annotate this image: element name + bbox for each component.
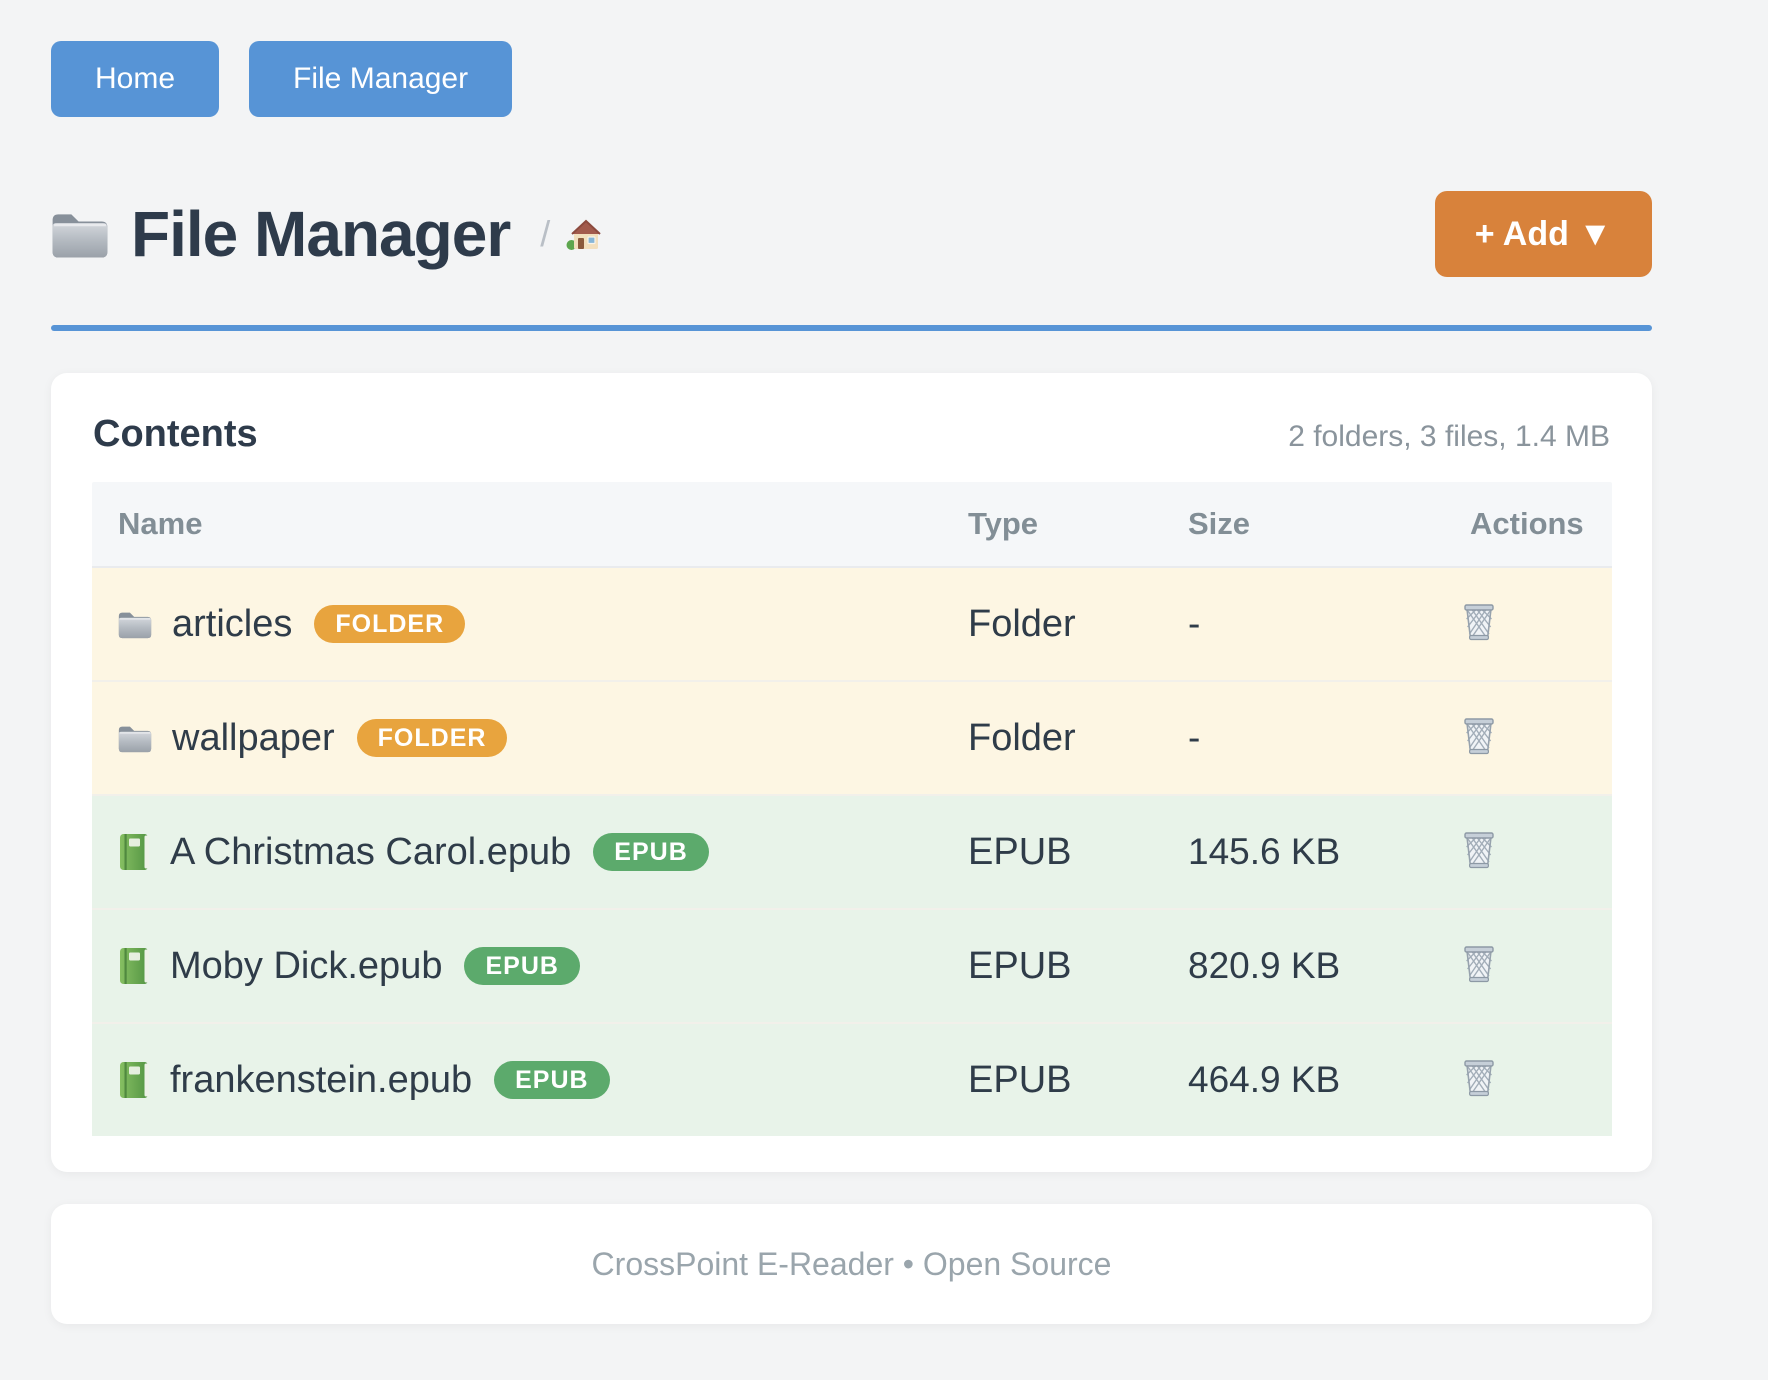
file-size: - xyxy=(1162,567,1444,681)
type-badge: EPUB xyxy=(494,1061,610,1099)
page-title: File Manager xyxy=(131,198,511,270)
table-row[interactable]: Moby Dick.epub EPUB EPUB 820.9 KB xyxy=(92,908,1612,1023)
file-size: 820.9 KB xyxy=(1162,908,1444,1023)
trash-icon xyxy=(1462,1057,1496,1100)
table-row[interactable]: frankenstein.epub EPUB EPUB 464.9 KB xyxy=(92,1022,1612,1136)
table-row[interactable]: wallpaper FOLDER Folder - xyxy=(92,680,1612,795)
trash-icon xyxy=(1462,715,1496,758)
page-header: File Manager / + Add ▼ xyxy=(51,189,1652,279)
column-header-size: Size xyxy=(1162,482,1444,568)
file-type: EPUB xyxy=(942,794,1162,909)
contents-card: Contents 2 folders, 3 files, 1.4 MB Name… xyxy=(51,373,1652,1172)
card-head: Contents 2 folders, 3 files, 1.4 MB xyxy=(92,407,1612,456)
file-table: Name Type Size Actions articles FOLDER F… xyxy=(92,482,1612,1136)
delete-button[interactable] xyxy=(1458,1053,1500,1104)
contents-summary: 2 folders, 3 files, 1.4 MB xyxy=(1288,420,1610,453)
breadcrumb: Home File Manager xyxy=(51,41,1652,117)
title-wrap: File Manager / xyxy=(51,197,602,271)
title-divider xyxy=(51,325,1652,331)
file-size: - xyxy=(1162,680,1444,795)
book-icon xyxy=(118,1061,150,1099)
footer: CrossPoint E-Reader • Open Source xyxy=(51,1204,1652,1324)
file-type: EPUB xyxy=(942,1022,1162,1136)
file-size: 145.6 KB xyxy=(1162,794,1444,909)
trash-icon xyxy=(1462,943,1496,986)
file-name[interactable]: frankenstein.epub xyxy=(170,1058,473,1101)
delete-button[interactable] xyxy=(1458,825,1500,876)
file-name[interactable]: wallpaper xyxy=(172,716,335,759)
folder-icon xyxy=(118,724,152,753)
column-header-name: Name xyxy=(92,482,942,568)
file-name[interactable]: A Christmas Carol.epub xyxy=(170,830,572,873)
file-name[interactable]: articles xyxy=(172,602,293,645)
file-type: EPUB xyxy=(942,908,1162,1023)
table-header-row: Name Type Size Actions xyxy=(92,482,1612,568)
breadcrumb-separator: / xyxy=(540,213,551,254)
delete-button[interactable] xyxy=(1458,711,1500,762)
type-badge: FOLDER xyxy=(314,605,466,643)
file-type: Folder xyxy=(942,680,1162,795)
file-size: 464.9 KB xyxy=(1162,1022,1444,1136)
book-icon xyxy=(118,947,150,985)
page: Home File Manager File Manager / + Add ▼… xyxy=(51,0,1652,1324)
trash-icon xyxy=(1462,829,1496,872)
book-icon xyxy=(118,833,150,871)
footer-text: CrossPoint E-Reader • Open Source xyxy=(591,1245,1112,1282)
delete-button[interactable] xyxy=(1458,939,1500,990)
table-row[interactable]: articles FOLDER Folder - xyxy=(92,567,1612,681)
delete-button[interactable] xyxy=(1458,597,1500,648)
type-badge: FOLDER xyxy=(356,719,508,757)
type-badge: EPUB xyxy=(464,947,580,985)
add-button[interactable]: + Add ▼ xyxy=(1434,191,1652,277)
nav-button-file-manager[interactable]: File Manager xyxy=(249,41,513,117)
column-header-type: Type xyxy=(942,482,1162,568)
file-name[interactable]: Moby Dick.epub xyxy=(170,944,443,987)
trash-icon xyxy=(1462,601,1496,644)
folder-icon xyxy=(51,210,109,259)
file-type: Folder xyxy=(942,567,1162,681)
nav-button-home[interactable]: Home xyxy=(51,41,220,117)
type-badge: EPUB xyxy=(593,833,709,871)
table-row[interactable]: A Christmas Carol.epub EPUB EPUB 145.6 K… xyxy=(92,794,1612,909)
card-heading: Contents xyxy=(93,413,258,455)
column-header-actions: Actions xyxy=(1444,482,1612,568)
house-icon[interactable] xyxy=(566,218,602,251)
folder-icon xyxy=(118,610,152,639)
